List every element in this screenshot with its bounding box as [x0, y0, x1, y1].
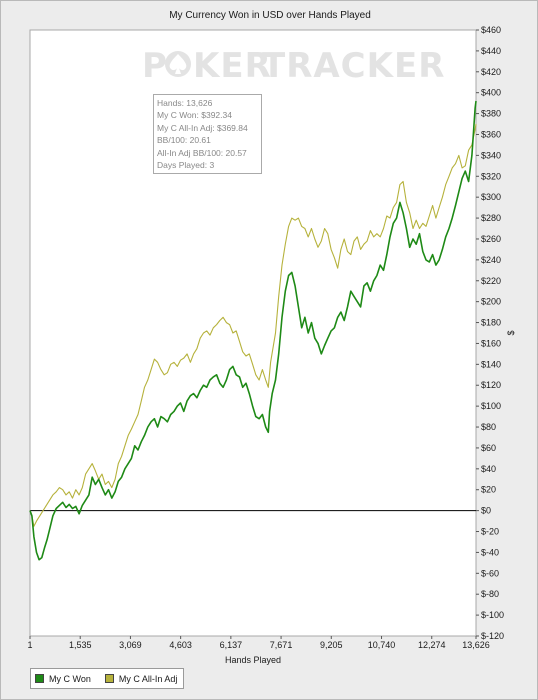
y-tick-label: $40	[481, 464, 496, 474]
x-axis: 1 1,535 3,069 4,603 6,137 7,671 9,205 10,740 12,…	[27, 636, 490, 650]
watermark-text-ker: KER	[193, 46, 272, 86]
y-tick-label: $400	[481, 88, 501, 98]
y-tick-label: $240	[481, 255, 501, 265]
x-tick-label: 9,205	[320, 640, 343, 650]
y-tick-label: $340	[481, 150, 501, 160]
x-tick-label: 1	[27, 640, 32, 650]
y-tick-label: $180	[481, 318, 501, 328]
info-days-played: Days Played: 3	[157, 160, 215, 171]
chart-title: My Currency Won in USD over Hands Played	[169, 10, 371, 21]
info-bb100: BB/100: 20.61	[157, 135, 211, 146]
y-axis: $460 $440 $420 $400 $380 $360 $340 $320 $300 $280…	[476, 25, 504, 641]
y-tick-label: $20	[481, 485, 496, 495]
y-axis-label: $	[506, 330, 516, 335]
legend-label-all-in-adj: My C All-In Adj	[118, 673, 178, 684]
y-tick-label: $380	[481, 109, 501, 119]
y-tick-label: $360	[481, 129, 501, 139]
y-tick-label: $60	[481, 443, 496, 453]
y-tick-label: $120	[481, 380, 501, 390]
legend-item-all-in-adj[interactable]: My C All-In Adj	[104, 673, 178, 684]
legend-swatch-won	[35, 674, 44, 683]
y-tick-label: $220	[481, 276, 501, 286]
series-line-my-c-won	[29, 100, 477, 561]
watermark-text-p: P	[142, 46, 168, 86]
y-tick-label: $320	[481, 171, 501, 181]
watermark-text-tracker: TRACKER	[262, 46, 445, 86]
y-tick-label: $160	[481, 338, 501, 348]
y-tick-label: $140	[481, 359, 501, 369]
y-tick-label: $-20	[481, 527, 499, 537]
x-tick-label: 3,069	[119, 640, 142, 650]
y-tick-label: $-60	[481, 568, 499, 578]
y-tick-label: $-40	[481, 547, 499, 557]
series-line-my-c-all-in-adj	[29, 123, 477, 527]
y-tick-label: $200	[481, 297, 501, 307]
stats-info-box: Hands: 13,626 My C Won: $392.34 My C All…	[153, 94, 262, 175]
legend-label-won: My C Won	[49, 673, 91, 684]
info-hands: Hands: 13,626	[157, 98, 213, 108]
x-axis-label: Hands Played	[225, 655, 281, 665]
x-tick-label: 6,137	[220, 640, 243, 650]
y-tick-label: $280	[481, 213, 501, 223]
legend-swatch-all-in-adj	[104, 674, 114, 683]
series-group	[29, 100, 477, 561]
x-tick-label: 1,535	[69, 640, 92, 650]
x-tick-label: 4,603	[169, 640, 192, 650]
y-tick-label: $-120	[481, 631, 504, 641]
y-tick-label: $80	[481, 422, 496, 432]
y-tick-label: $440	[481, 46, 501, 56]
y-tick-label: $-80	[481, 589, 499, 599]
y-tick-label: $300	[481, 192, 501, 202]
y-tick-label: $0	[481, 506, 491, 516]
info-won: My C Won: $392.34	[157, 110, 232, 121]
x-tick-label: 10,740	[368, 640, 396, 650]
x-tick-label: 13,626	[462, 640, 490, 650]
y-tick-label: $100	[481, 401, 501, 411]
x-tick-label: 7,671	[270, 640, 293, 650]
info-all-in-bb100: All-In Adj BB/100: 20.57	[157, 147, 247, 158]
spade-logo-icon	[165, 51, 191, 77]
info-all-in-adj: My C All-In Adj: $369.84	[157, 122, 248, 133]
y-tick-label: $-100	[481, 610, 504, 620]
legend: My C Won My C All-In Adj	[30, 668, 185, 689]
y-tick-label: $420	[481, 67, 501, 77]
poker-tracker-watermark: P KER TRACKER	[142, 46, 445, 86]
y-tick-label: $260	[481, 234, 501, 244]
y-tick-label: $460	[481, 25, 501, 35]
x-tick-label: 12,274	[418, 640, 446, 650]
legend-item-won[interactable]: My C Won	[35, 674, 91, 684]
